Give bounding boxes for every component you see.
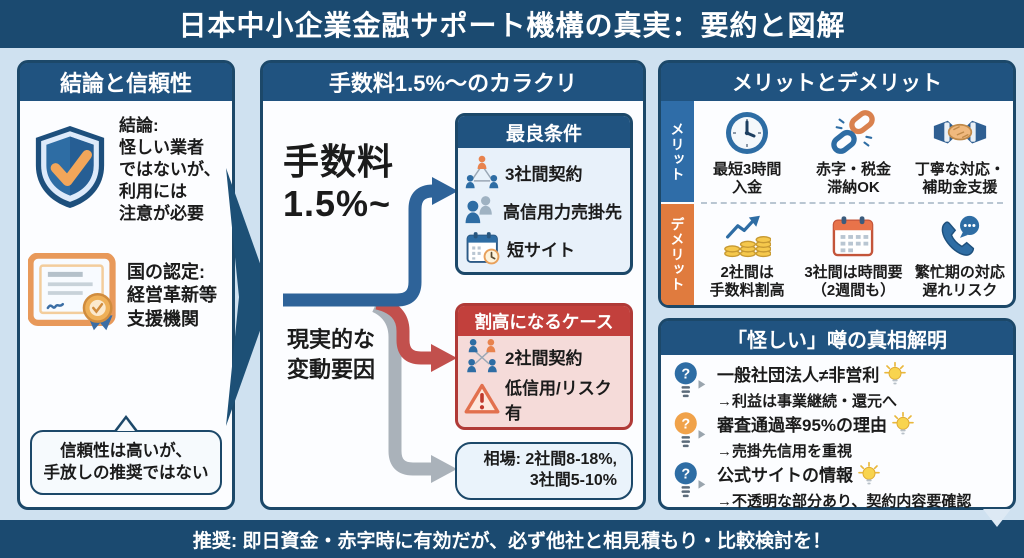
reliability-callout: 信頼性は高いが、 手放しの推奨ではない <box>30 415 222 495</box>
warning-icon <box>464 383 500 415</box>
panel-conclusion: 結論と信頼性 結論: 怪しい業者 ではないが、 利用には 注意が必要 <box>17 60 235 510</box>
flow-chevron-icon <box>226 168 272 426</box>
two-party-icon <box>464 339 500 373</box>
panel-fee-mechanism: 手数料1.5%〜のカラクリ 手数料 1.5%~ 現実的な 変動要因 最良条件 <box>260 60 646 510</box>
page-title: 日本中小企業金融サポート機構の真実：要約と図解 <box>178 10 846 41</box>
best-condition-label: 高信用力売掛先 <box>503 202 622 222</box>
short-site-icon <box>464 231 502 265</box>
merit-demerit-header: メリットとデメリット <box>661 63 1013 101</box>
panel-conclusion-header: 結論と信頼性 <box>20 63 232 101</box>
merit-tab: メリット <box>661 101 694 202</box>
merit-label: 最短3時間 入金 <box>712 161 782 196</box>
demerit-item: 3社間は時間要 （2週間も） <box>800 204 906 305</box>
rumor-claim: 公式サイトの情報 <box>717 466 853 486</box>
callout-pointer-icon <box>113 415 139 433</box>
market-rate-box: 相場: 2社間8-18%, 3社間5-10% <box>455 442 633 500</box>
rumor-claim: 一般社団法人≠非営利 <box>717 366 880 386</box>
costly-case-box: 割高になるケース 2社間契約 <box>455 303 633 430</box>
demerit-item: 繁忙期の対応 遅れリスク <box>907 204 1013 305</box>
best-condition-item: 短サイト <box>464 231 624 265</box>
demerit-label: 2社間は 手数料割高 <box>709 264 785 299</box>
best-condition-label: 3社間契約 <box>505 164 583 184</box>
broken-chain-icon <box>830 107 876 159</box>
merit-item: 赤字・税金 滞納OK <box>800 101 906 202</box>
svg-text:?: ? <box>681 466 690 482</box>
best-condition-label: 短サイト <box>507 240 575 260</box>
costly-case-item: 2社間契約 <box>464 339 624 373</box>
certification-row: 国の認定: 経営革新等 支援機関 <box>20 253 232 338</box>
conclusion-text: 結論: 怪しい業者 ではないが、 利用には 注意が必要 <box>119 116 221 224</box>
best-condition-item: 3社間契約 <box>464 155 624 189</box>
rumor-answer: →売掛先信用を重視 <box>717 443 853 460</box>
rumor-header: 「怪しい」噂の真相解明 <box>661 321 1013 355</box>
certification-text: 国の認定: 経営革新等 支援機関 <box>127 261 217 329</box>
question-bulb-icon: ? <box>673 411 711 456</box>
costly-case-label: 低信用/リスク有 <box>505 379 612 423</box>
demerit-tab: デメリット <box>661 204 694 305</box>
clock-icon <box>723 107 771 159</box>
phone-icon <box>937 210 983 262</box>
demerit-label: 3社間は時間要 （2週間も） <box>804 264 903 299</box>
title-bar: 日本中小企業金融サポート機構の真実：要約と図解 <box>0 0 1024 48</box>
demerit-item: 2社間は 手数料割高 <box>694 204 800 305</box>
callout-text: 信頼性は高いが、 手放しの推奨ではない <box>43 442 209 482</box>
merit-label: 丁寧な対応・ 補助金支援 <box>914 161 1005 196</box>
best-condition-item: 高信用力売掛先 <box>464 194 624 226</box>
merit-item: 最短3時間 入金 <box>694 101 800 202</box>
calendar-icon <box>831 210 875 262</box>
panel-merit-demerit: メリットとデメリット メリット 最短3時間 入金 <box>658 60 1016 308</box>
costly-case-header: 割高になるケース <box>458 306 630 336</box>
recommendation-text: 推奨: 即日資金・赤字時に有効だが、必ず他社と相見積もり・比較検討を！ <box>192 530 832 552</box>
merit-row: メリット 最短3時間 入金 <box>661 101 1013 202</box>
high-credit-icon <box>464 194 498 226</box>
demerit-label: 繁忙期の対応 遅れリスク <box>914 264 1005 299</box>
costly-case-label: 2社間契約 <box>505 348 583 368</box>
costly-case-item: 低信用/リスク有 <box>464 374 624 424</box>
question-bulb-icon: ? <box>673 361 711 406</box>
rumor-item: ? 審査通過率95%の理由 →売掛先信用を重視 <box>673 411 1003 461</box>
merit-item: 丁寧な対応・ 補助金支援 <box>907 101 1013 202</box>
panel-fee-header: 手数料1.5%〜のカラクリ <box>263 63 643 101</box>
flow-arrows <box>283 177 458 483</box>
svg-text:?: ? <box>681 366 690 382</box>
panel-rumor-truth: 「怪しい」噂の真相解明 ? 一般社団法人≠非営利 <box>658 318 1016 510</box>
certificate-icon <box>27 253 120 338</box>
handshake-icon <box>933 107 987 159</box>
rumor-answer: →利益は事業継続・還元へ <box>717 393 898 410</box>
rumor-item: ? 一般社団法人≠非営利 →利益は事業継続・還元へ <box>673 361 1003 411</box>
best-conditions-box: 最良条件 3社間契約 <box>455 113 633 275</box>
question-bulb-icon: ? <box>673 461 711 506</box>
shield-check-icon <box>28 123 112 218</box>
conclusion-row: 結論: 怪しい業者 ではないが、 利用には 注意が必要 <box>20 115 232 225</box>
footer-bar: 推奨: 即日資金・赤字時に有効だが、必ず他社と相見積もり・比較検討を！ <box>0 520 1024 558</box>
glow-bulb-icon <box>857 461 881 492</box>
rumor-item: ? 公式サイトの情報 →不透明な部分あり、契約内容要確認 <box>673 461 1003 511</box>
rumor-answer: →不透明な部分あり、契約内容要確認 <box>717 493 972 510</box>
footer-pointer-icon <box>983 509 1011 527</box>
merit-label: 赤字・税金 滞納OK <box>815 161 891 196</box>
variable-factors-label: 現実的な 変動要因 <box>287 327 376 382</box>
glow-bulb-icon <box>891 411 915 442</box>
merit-demerit-divider <box>701 202 1003 204</box>
demerit-row: デメリット 2社間は 手数料割 <box>661 204 1013 305</box>
svg-text:?: ? <box>681 416 690 432</box>
coins-icon <box>723 210 772 262</box>
best-conditions-header: 最良条件 <box>458 116 630 148</box>
three-party-icon <box>464 155 500 189</box>
rumor-claim: 審査通過率95%の理由 <box>717 416 888 436</box>
glow-bulb-icon <box>883 361 907 392</box>
fee-headline: 手数料 1.5%~ <box>283 141 395 225</box>
